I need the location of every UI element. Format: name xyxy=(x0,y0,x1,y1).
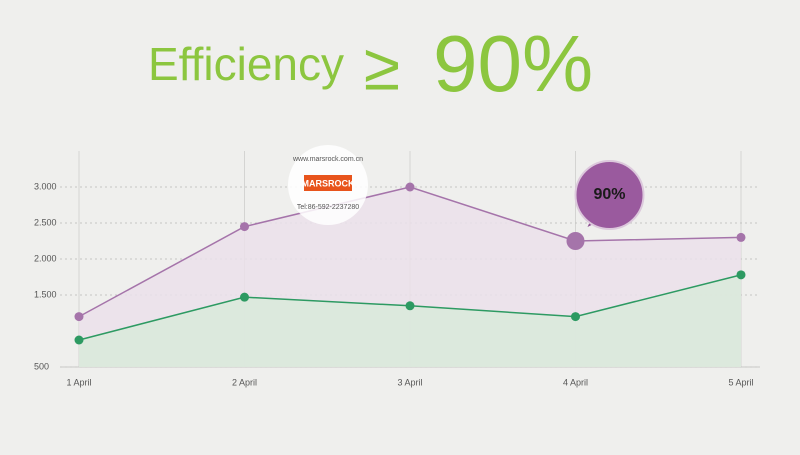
data-point xyxy=(566,232,585,250)
y-tick-label: 1.500 xyxy=(34,289,57,299)
data-point xyxy=(405,182,415,192)
data-point xyxy=(405,301,415,311)
data-point xyxy=(240,222,249,232)
x-tick-label: 1 April xyxy=(66,377,91,387)
y-tick-label: 3.000 xyxy=(34,181,57,191)
x-tick-label: 3 April xyxy=(397,377,422,387)
data-point xyxy=(74,312,84,322)
data-point xyxy=(736,270,746,280)
data-point xyxy=(736,232,746,242)
x-tick-label: 5 April xyxy=(728,377,753,387)
chart-title: Efficiency xyxy=(148,38,344,90)
title-relation: ≥ xyxy=(364,29,400,103)
y-tick-label: 500 xyxy=(34,361,49,371)
annotation-bubble xyxy=(574,160,645,230)
watermark-brand: MARSROCK xyxy=(302,178,355,188)
y-tick-label: 2.000 xyxy=(34,253,57,263)
data-point xyxy=(571,312,580,322)
x-tick-label: 4 April xyxy=(563,377,588,387)
data-point xyxy=(74,335,84,345)
watermark-logo xyxy=(304,175,352,191)
watermark-url: www.marsrock.com.cn xyxy=(292,156,363,163)
y-tick-label: 2.500 xyxy=(34,217,57,227)
watermark-phone: Tel:86-592-2237280 xyxy=(297,204,359,211)
annotation-label: 90% xyxy=(593,186,625,203)
title-value: 90% xyxy=(433,19,593,108)
x-tick-label: 2 April xyxy=(232,377,257,387)
data-point xyxy=(240,292,249,302)
